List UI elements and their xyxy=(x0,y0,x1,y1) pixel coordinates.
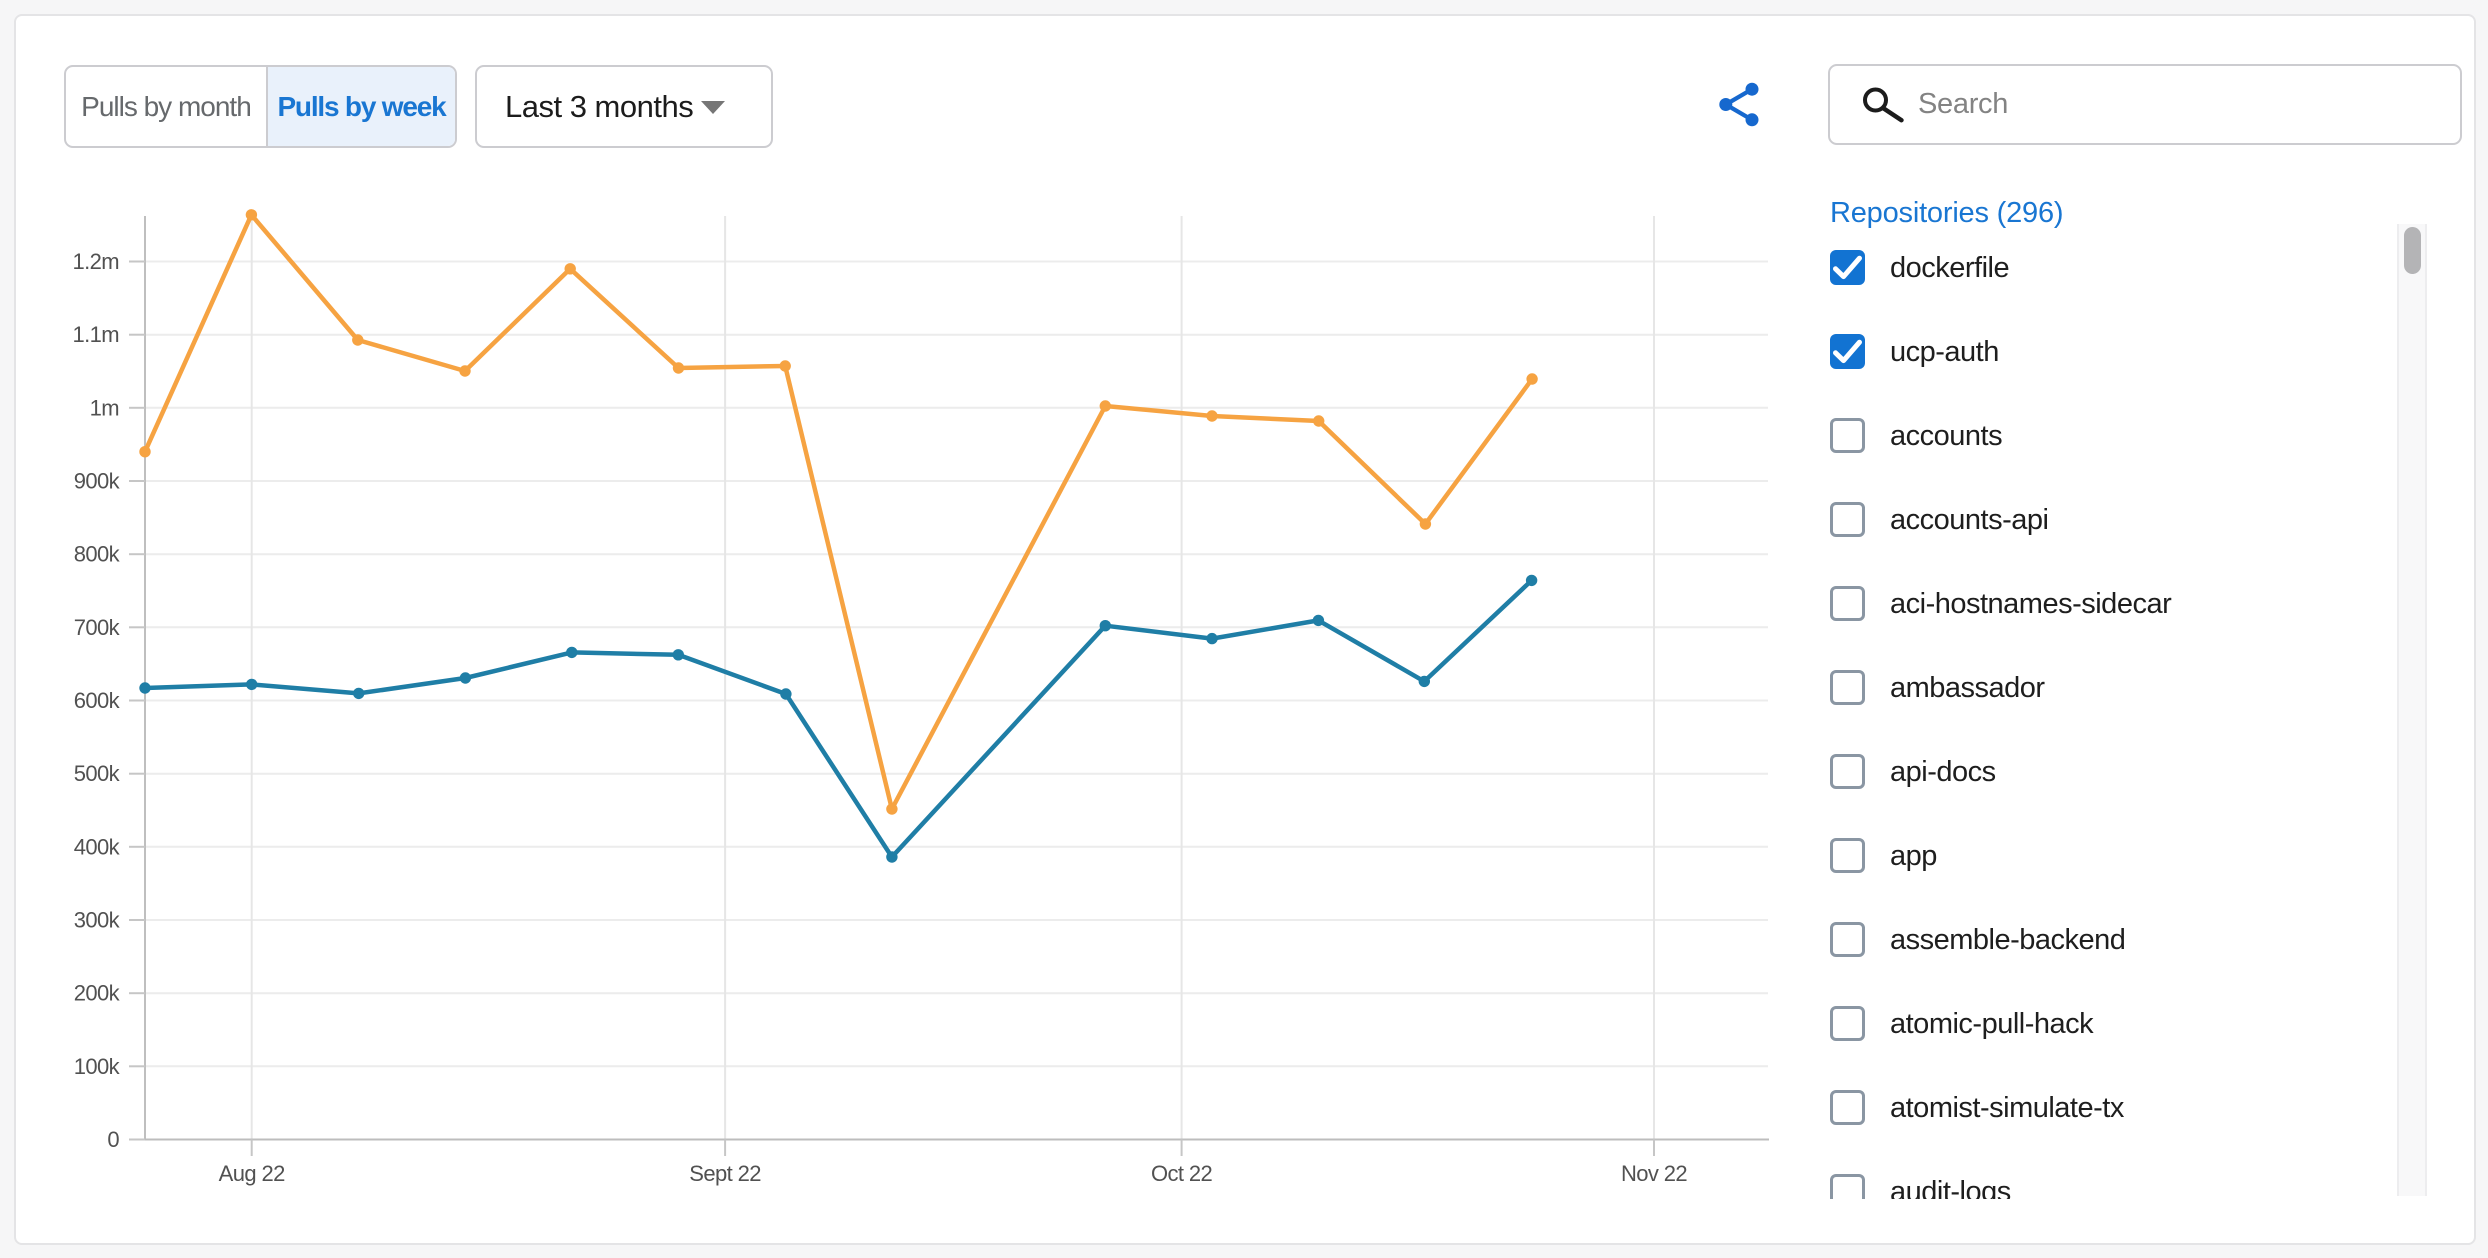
svg-text:800k: 800k xyxy=(74,542,121,567)
svg-text:1.1m: 1.1m xyxy=(72,322,119,347)
svg-text:500k: 500k xyxy=(74,761,121,786)
svg-text:600k: 600k xyxy=(74,688,121,713)
svg-text:1.2m: 1.2m xyxy=(72,249,119,274)
svg-text:1m: 1m xyxy=(90,395,119,420)
svg-text:200k: 200k xyxy=(74,981,121,1006)
svg-text:100k: 100k xyxy=(74,1054,121,1079)
svg-text:300k: 300k xyxy=(74,908,121,933)
svg-text:400k: 400k xyxy=(74,834,121,859)
svg-text:Nov 22: Nov 22 xyxy=(1621,1161,1687,1186)
svg-text:0: 0 xyxy=(107,1127,119,1152)
svg-text:Aug 22: Aug 22 xyxy=(219,1161,285,1186)
svg-text:Sept 22: Sept 22 xyxy=(689,1161,761,1186)
svg-text:Oct 22: Oct 22 xyxy=(1151,1161,1213,1186)
svg-text:900k: 900k xyxy=(74,469,121,494)
svg-text:700k: 700k xyxy=(74,615,121,640)
